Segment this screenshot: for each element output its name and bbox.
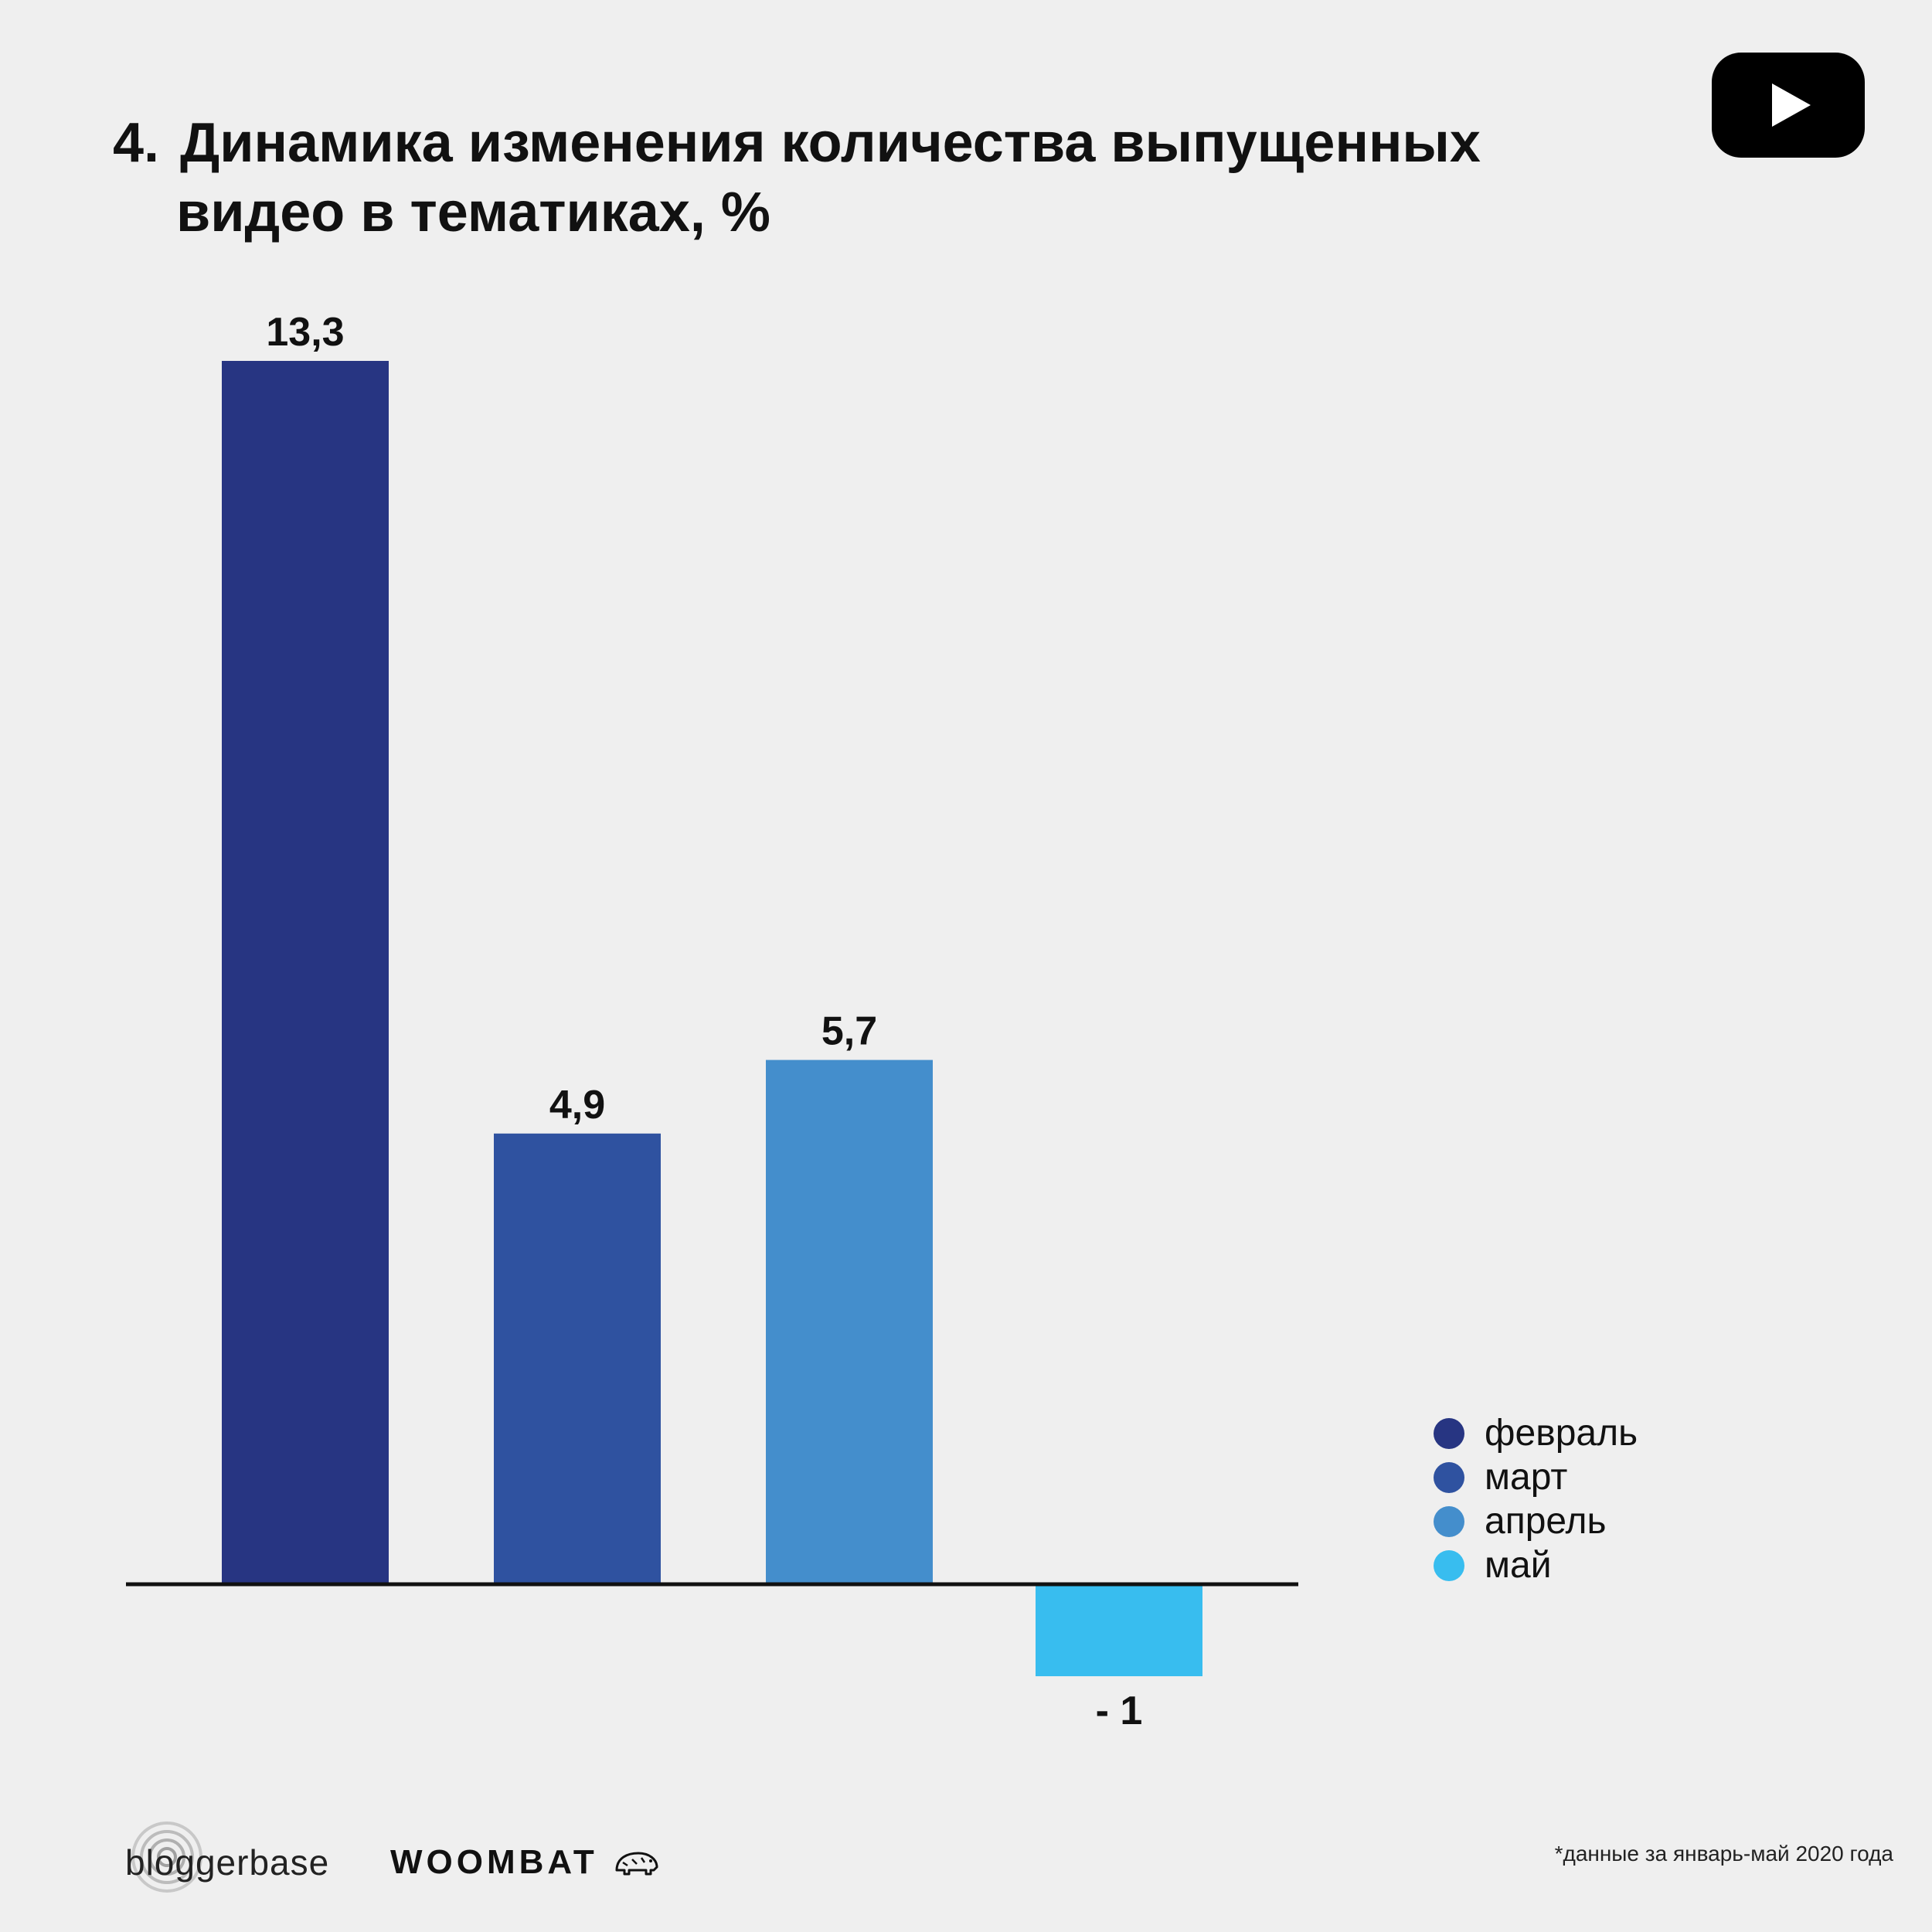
- data-label-may: - 1: [1096, 1689, 1143, 1733]
- legend-label-may: май: [1485, 1545, 1552, 1586]
- legend-item-february: февраль: [1434, 1411, 1638, 1455]
- legend-swatch-april: [1434, 1505, 1464, 1537]
- footnote: *данные за январь-май 2020 года: [1554, 1842, 1893, 1866]
- title-number: 4.: [113, 112, 160, 174]
- legend-swatch-may: [1434, 1549, 1464, 1581]
- wombat-icon: [615, 1852, 658, 1876]
- legend-item-march: март: [1434, 1455, 1638, 1499]
- youtube-logo-icon: [1712, 53, 1865, 158]
- bar-february: [222, 361, 389, 1584]
- bar-may: [1036, 1584, 1202, 1677]
- legend-swatch-february: [1434, 1417, 1464, 1449]
- legend-label-march: март: [1485, 1457, 1568, 1498]
- woombat-logo: WOOMBAT: [390, 1824, 660, 1901]
- data-label-february: 13,3: [266, 310, 344, 355]
- bloggerbase-rings-icon: [131, 1821, 202, 1893]
- bloggerbase-wordmark: bloggerbase: [125, 1842, 330, 1883]
- legend-label-april: апрель: [1485, 1501, 1607, 1542]
- legend-label-february: февраль: [1485, 1413, 1638, 1454]
- bar-march: [494, 1133, 661, 1584]
- title-line-1: Динамика изменения количества выпущенных: [180, 112, 1481, 174]
- legend-item-may: май: [1434, 1543, 1638, 1587]
- title-line-2: видео в тематиках, %: [176, 182, 770, 243]
- chart-title: 4. Динамика изменения количества выпущен…: [113, 108, 1660, 247]
- bloggerbase-logo: bloggerbase: [124, 1821, 330, 1901]
- chart-legend: февраль март апрель май: [1434, 1411, 1638, 1587]
- legend-swatch-march: [1434, 1461, 1464, 1493]
- data-label-april: 5,7: [821, 1009, 877, 1054]
- bar-april: [766, 1060, 933, 1584]
- woombat-wordmark: WOOMBAT: [390, 1843, 598, 1881]
- legend-item-april: апрель: [1434, 1499, 1638, 1543]
- data-label-march: 4,9: [549, 1083, 605, 1128]
